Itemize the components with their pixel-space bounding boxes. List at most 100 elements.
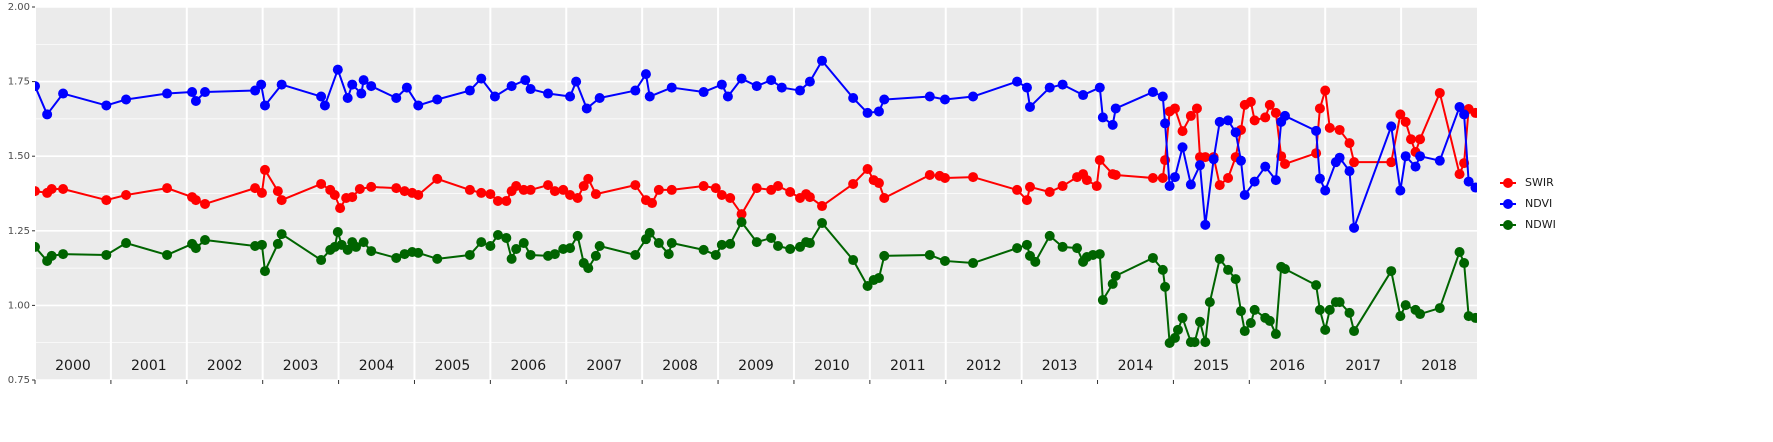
point — [1214, 180, 1225, 191]
point — [200, 198, 211, 209]
point — [347, 79, 358, 90]
point — [1097, 112, 1108, 123]
point — [804, 192, 815, 203]
y-tick-label: 2.00 — [8, 2, 30, 13]
year-label: 2008 — [662, 358, 698, 374]
point — [476, 187, 487, 198]
point — [1230, 274, 1241, 285]
point — [630, 85, 641, 96]
point — [1044, 82, 1055, 93]
point — [722, 91, 733, 102]
point — [581, 103, 592, 114]
year-label: 2009 — [738, 358, 774, 374]
point — [1470, 312, 1477, 323]
point — [785, 244, 796, 255]
point — [1021, 195, 1032, 206]
point — [101, 249, 112, 260]
point — [543, 180, 554, 191]
point — [804, 76, 815, 87]
point — [1279, 110, 1290, 121]
point — [1057, 181, 1068, 192]
point — [1349, 222, 1360, 233]
point — [256, 239, 267, 250]
point — [432, 173, 443, 184]
point — [511, 244, 522, 255]
point — [1223, 115, 1234, 126]
point — [1169, 103, 1180, 114]
point — [366, 246, 377, 257]
point — [485, 241, 496, 252]
point — [329, 189, 340, 200]
point — [476, 73, 487, 84]
point — [879, 250, 890, 261]
point — [46, 184, 57, 195]
year-label: 2011 — [890, 358, 926, 374]
point — [666, 238, 677, 249]
point — [1260, 112, 1271, 123]
point — [46, 250, 57, 261]
point — [1320, 85, 1331, 96]
point — [1279, 263, 1290, 274]
point — [1094, 155, 1105, 166]
year-label: 2017 — [1345, 358, 1381, 374]
legend-point — [1503, 220, 1513, 230]
point — [347, 192, 358, 203]
point — [939, 94, 950, 105]
legend-label: NDWI — [1525, 218, 1556, 231]
point — [725, 192, 736, 203]
point — [1415, 134, 1426, 145]
point — [476, 237, 487, 248]
point — [558, 184, 569, 195]
point — [1177, 126, 1188, 137]
point — [1200, 152, 1211, 163]
point — [187, 87, 198, 98]
point — [1270, 329, 1281, 340]
legend-label: NDVI — [1525, 197, 1552, 210]
point — [644, 91, 655, 102]
point — [316, 91, 327, 102]
point — [1249, 304, 1260, 315]
point — [58, 88, 69, 99]
y-tick-label: 1.50 — [8, 151, 30, 162]
point — [710, 183, 721, 194]
year-label: 2004 — [359, 358, 395, 374]
point — [506, 253, 517, 264]
point — [1245, 318, 1256, 329]
point — [1185, 110, 1196, 121]
point — [1470, 107, 1477, 118]
point — [200, 87, 211, 98]
point — [1012, 243, 1023, 254]
point — [578, 181, 589, 192]
point — [594, 241, 605, 252]
point — [1021, 239, 1032, 250]
point — [773, 241, 784, 252]
point — [1169, 172, 1180, 183]
point — [1334, 152, 1345, 163]
year-label: 2001 — [131, 358, 167, 374]
point — [1172, 324, 1183, 335]
point — [1072, 243, 1083, 254]
point — [190, 243, 201, 254]
point — [1110, 103, 1121, 114]
point — [640, 69, 651, 80]
year-label: 2015 — [1194, 358, 1230, 374]
point — [773, 181, 784, 192]
point — [190, 195, 201, 206]
point — [1320, 185, 1331, 196]
point — [630, 249, 641, 260]
year-label: 2010 — [814, 358, 850, 374]
point — [162, 88, 173, 99]
point — [1223, 172, 1234, 183]
legend-point — [1503, 199, 1513, 209]
point — [399, 249, 410, 260]
point — [1395, 311, 1406, 322]
point — [653, 184, 664, 195]
point — [366, 181, 377, 192]
point — [354, 184, 365, 195]
point — [1400, 116, 1411, 127]
point — [1454, 246, 1465, 257]
point — [1405, 134, 1416, 145]
point — [511, 181, 522, 192]
point — [1239, 189, 1250, 200]
point — [565, 243, 576, 254]
